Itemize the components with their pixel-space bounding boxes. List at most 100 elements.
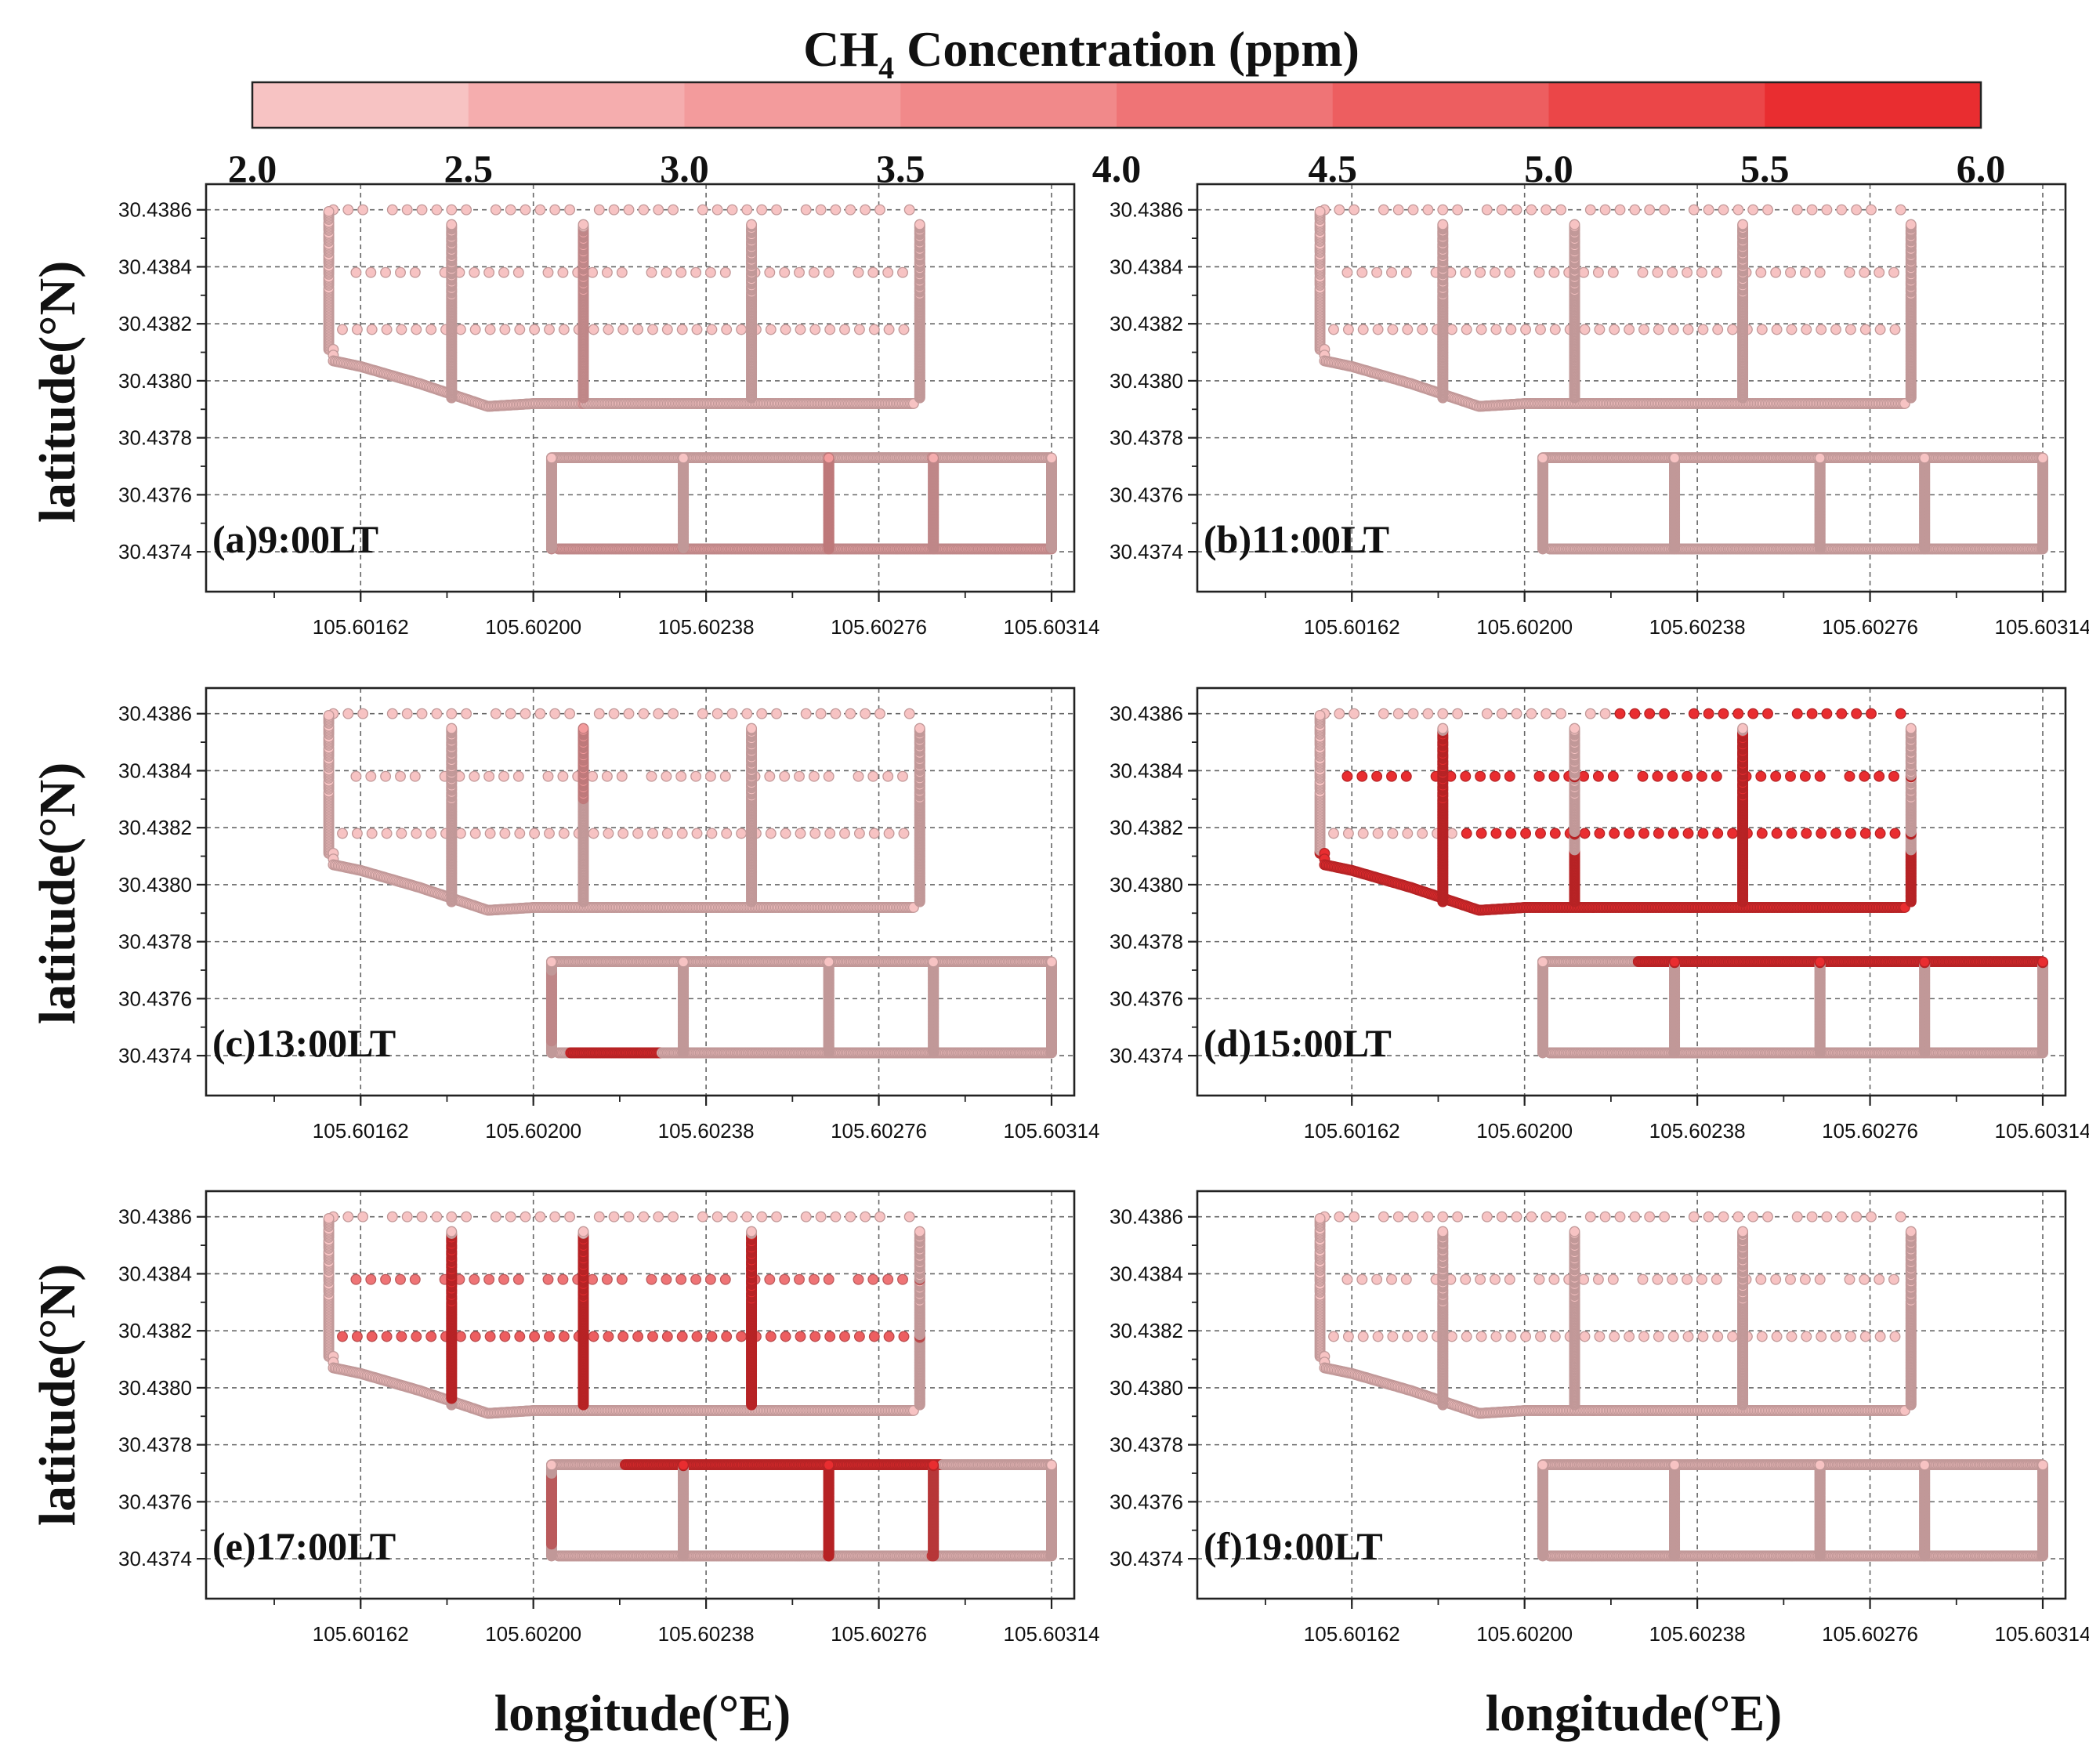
data-point	[1697, 324, 1709, 335]
data-point	[616, 266, 628, 278]
data-point	[1785, 266, 1796, 278]
data-point	[1496, 204, 1508, 216]
data-point	[1859, 324, 1871, 335]
data-point	[756, 204, 768, 216]
x-tick-label: 105.60200	[485, 615, 581, 639]
data-point	[1490, 324, 1502, 335]
data-point	[557, 266, 569, 278]
data-point	[1799, 266, 1811, 278]
colorbar-tick-label: 2.5	[444, 147, 494, 190]
x-tick-label: 105.60162	[313, 615, 409, 639]
data-point	[411, 324, 422, 335]
data-point	[1667, 266, 1678, 278]
colorbar-tick-label: 6.0	[1957, 147, 2006, 190]
data-point	[632, 324, 644, 335]
data-point	[860, 204, 871, 216]
data-point	[824, 324, 836, 335]
colorbar-tick-label: 5.0	[1524, 147, 1573, 190]
data-point	[765, 324, 777, 335]
data-point	[721, 324, 733, 335]
data-point	[386, 204, 398, 216]
data-point	[1786, 324, 1798, 335]
data-point	[1718, 204, 1729, 216]
x-tick-label: 105.60314	[1004, 615, 1100, 639]
data-point	[795, 324, 806, 335]
colorbar-segment	[1548, 82, 1765, 128]
colorbar-frame	[251, 81, 1982, 129]
data-point	[1821, 204, 1833, 216]
data-point	[1526, 204, 1537, 216]
data-point	[1535, 324, 1546, 335]
data-point	[647, 324, 658, 335]
data-point	[1814, 266, 1826, 278]
data-point	[808, 266, 820, 278]
colorbar-segment	[1117, 82, 1334, 128]
data-point	[867, 266, 879, 278]
data-point	[1682, 266, 1693, 278]
data-point	[542, 266, 554, 278]
data-point	[1537, 452, 1548, 464]
colorbar: 2.0 2.5 3.0 3.5 4.0 4.5 5.0 5.5 6.0	[228, 81, 2006, 190]
data-point	[771, 204, 782, 216]
data-point	[1328, 324, 1339, 335]
data-point	[1407, 204, 1419, 216]
data-point	[498, 266, 509, 278]
data-point	[1592, 266, 1604, 278]
data-point	[1594, 324, 1606, 335]
panel-a: 30.437430.437630.437830.438030.438230.43…	[118, 183, 1100, 639]
data-point	[1801, 324, 1812, 335]
data-point	[1859, 266, 1870, 278]
data-point	[1505, 324, 1517, 335]
y-axis-label-row1: latitude(°N)	[29, 261, 86, 523]
data-point	[1357, 324, 1369, 335]
data-point	[1638, 324, 1649, 335]
data-point	[401, 204, 413, 216]
y-axis-label-row3: latitude(°N)	[29, 1264, 86, 1526]
y-tick-label: 30.4384	[118, 255, 192, 278]
data-point	[593, 204, 605, 216]
data-point	[1387, 324, 1399, 335]
data-point	[1696, 266, 1707, 278]
data-point	[1599, 204, 1611, 216]
data-point	[646, 266, 657, 278]
data-point	[1452, 204, 1464, 216]
data-point	[1659, 204, 1671, 216]
data-point	[351, 324, 363, 335]
data-point	[446, 204, 458, 216]
data-point	[1372, 324, 1384, 335]
data-point	[661, 266, 672, 278]
data-point	[1644, 204, 1656, 216]
data-point	[711, 204, 723, 216]
colorbar-tick-label: 4.0	[1092, 147, 1142, 190]
colorbar-tick-label: 3.5	[876, 147, 925, 190]
data-point	[534, 204, 546, 216]
x-axis-label-right: longitude(°E)	[1486, 1685, 1782, 1742]
data-point	[1806, 204, 1818, 216]
data-point	[1533, 266, 1545, 278]
data-point	[490, 204, 501, 216]
data-point	[588, 324, 599, 335]
data-point	[608, 204, 620, 216]
data-point	[676, 324, 688, 335]
x-tick-label: 105.60238	[658, 615, 755, 639]
data-point	[1895, 204, 1906, 216]
data-point	[1682, 324, 1694, 335]
data-point	[416, 204, 428, 216]
data-point	[520, 204, 531, 216]
data-point	[1371, 266, 1383, 278]
data-point	[1314, 205, 1326, 217]
data-point	[1737, 219, 1749, 230]
data-point	[1762, 204, 1773, 216]
y-tick-label: 30.4380	[118, 369, 192, 393]
data-point	[1830, 324, 1841, 335]
data-point	[395, 266, 406, 278]
data-point	[1866, 204, 1877, 216]
data-point	[1747, 204, 1759, 216]
data-point	[454, 324, 466, 335]
data-point	[483, 266, 495, 278]
data-point	[357, 204, 369, 216]
data-point	[601, 266, 613, 278]
y-tick-label: 30.4386	[118, 198, 192, 222]
data-point	[1816, 324, 1827, 335]
data-point	[653, 204, 664, 216]
